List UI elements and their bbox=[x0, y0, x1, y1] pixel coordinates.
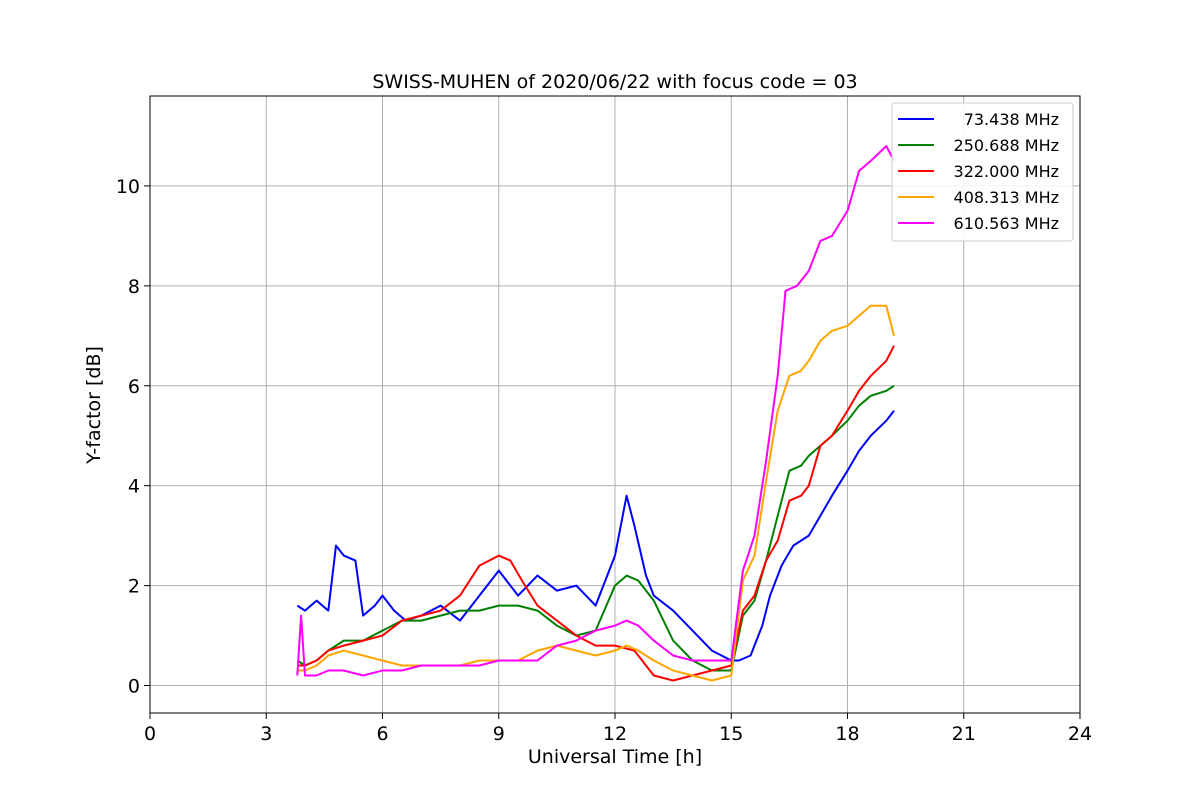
y-axis-label: Y-factor [dB] bbox=[83, 346, 105, 465]
legend-entry: 408.313 MHz bbox=[954, 188, 1059, 207]
x-tick-label: 24 bbox=[1068, 723, 1092, 745]
y-tick-label: 10 bbox=[116, 176, 140, 198]
series-line-408-313-mhz bbox=[297, 304, 895, 682]
x-tick-label: 9 bbox=[493, 723, 505, 745]
legend-entry: 250.688 MHz bbox=[954, 136, 1059, 155]
series-line-322-000-mhz bbox=[297, 345, 895, 682]
y-tick-label: 0 bbox=[128, 676, 140, 698]
x-tick-label: 18 bbox=[835, 723, 859, 745]
x-axis: 0 3 6 9 12 15 18 21 24 bbox=[144, 713, 1092, 745]
x-tick-label: 6 bbox=[376, 723, 388, 745]
x-axis-label: Universal Time [h] bbox=[528, 746, 702, 768]
x-tick-label: 15 bbox=[719, 723, 743, 745]
series-line-73-438-mhz bbox=[296, 410, 895, 662]
y-tick-label: 8 bbox=[128, 276, 140, 298]
legend-entry: 610.563 MHz bbox=[954, 214, 1059, 233]
x-tick-label: 3 bbox=[260, 723, 272, 745]
x-tick-label: 21 bbox=[952, 723, 976, 745]
series-line-250-688-mhz bbox=[296, 384, 895, 672]
legend: 73.438 MHz 250.688 MHz 322.000 MHz 408.313 … bbox=[891, 102, 1074, 242]
y-tick-label: 4 bbox=[128, 476, 140, 498]
x-tick-label: 0 bbox=[144, 723, 156, 745]
y-tick-label: 2 bbox=[128, 576, 140, 598]
chart-title: SWISS-MUHEN of 2020/06/22 with focus cod… bbox=[372, 71, 857, 93]
legend-frame bbox=[891, 102, 1074, 242]
series-layer bbox=[296, 145, 895, 682]
x-tick-label: 12 bbox=[603, 723, 627, 745]
y-tick-label: 6 bbox=[128, 376, 140, 398]
series-line-610-563-mhz bbox=[296, 145, 895, 677]
legend-entry: 322.000 MHz bbox=[954, 162, 1059, 181]
legend-entry: 73.438 MHz bbox=[964, 110, 1059, 129]
y-axis: 0 2 4 6 8 10 bbox=[116, 176, 150, 698]
